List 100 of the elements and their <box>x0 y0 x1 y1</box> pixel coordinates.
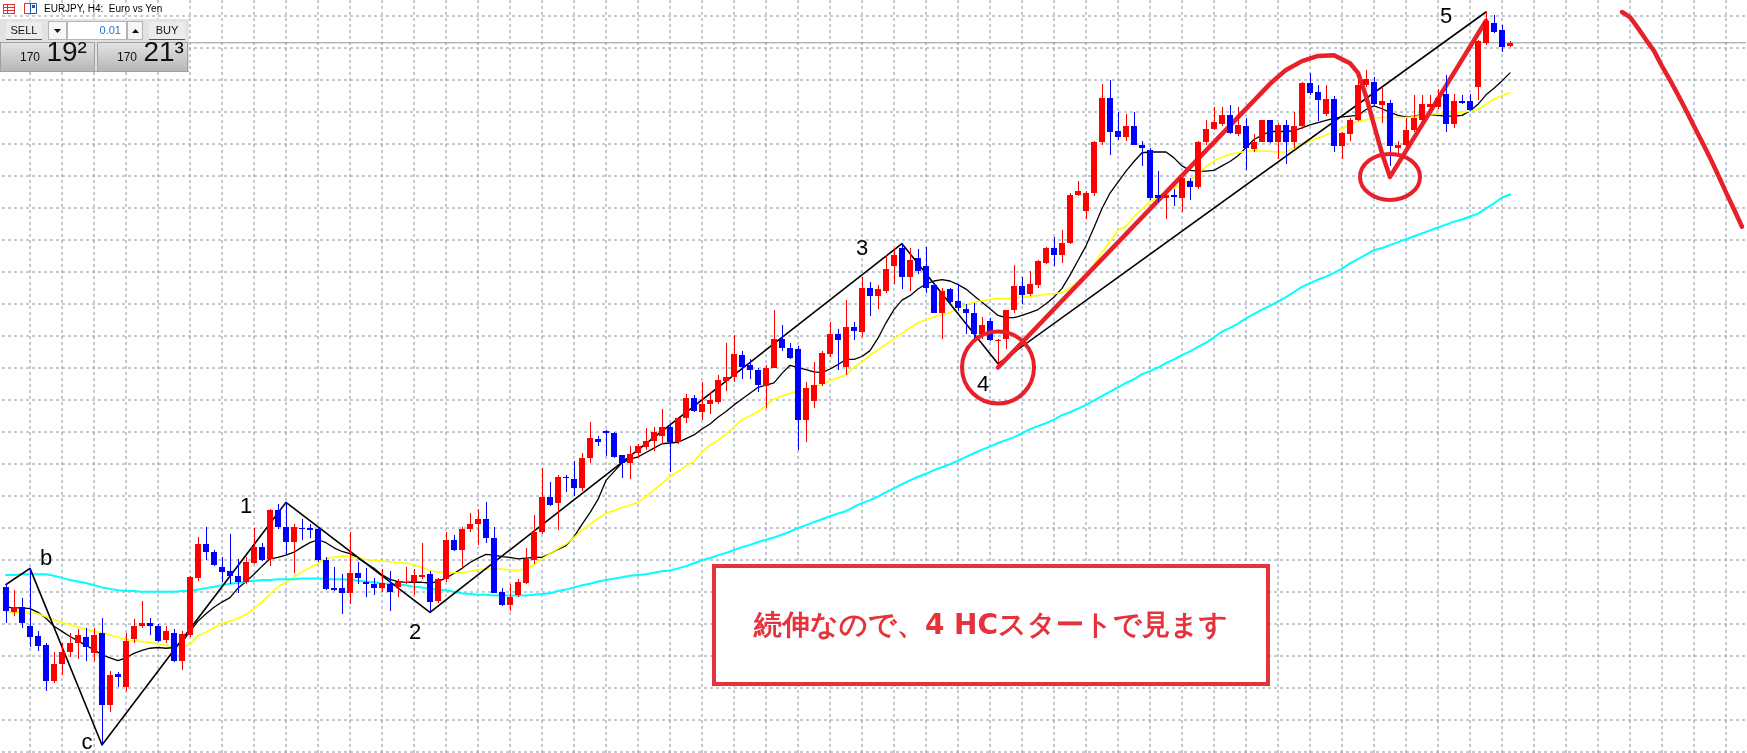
candlestick <box>299 518 305 541</box>
annotation: 4 <box>976 370 990 396</box>
candlestick <box>587 421 593 464</box>
candlestick <box>923 246 929 294</box>
candlestick <box>251 527 257 565</box>
candlestick <box>1491 14 1497 34</box>
candlestick <box>283 501 289 555</box>
candlestick <box>483 501 489 544</box>
candlestick <box>155 623 161 643</box>
candlestick <box>571 460 577 497</box>
annotation: 2 <box>408 618 422 644</box>
candlestick <box>1219 106 1225 127</box>
candlestick <box>883 254 889 294</box>
candlestick <box>1499 24 1505 53</box>
candlestick <box>667 422 673 473</box>
annotation: 5 <box>1439 2 1453 28</box>
candlestick <box>867 281 873 317</box>
candlestick <box>59 642 65 676</box>
candlestick <box>739 350 745 379</box>
candlestick <box>1251 133 1257 153</box>
candlestick <box>339 573 345 615</box>
candlestick <box>243 556 249 585</box>
candlestick <box>939 287 945 340</box>
text-box: 続伸なので、4 HCスタートで見ます <box>712 564 1270 686</box>
candlestick <box>75 628 81 660</box>
price-box: 170 19² <box>0 42 95 72</box>
candlestick <box>1339 131 1345 160</box>
candlestick <box>35 630 41 652</box>
candlestick <box>51 651 57 684</box>
candlestick <box>1115 111 1121 141</box>
candlestick <box>459 526 465 569</box>
candlestick <box>1451 93 1457 129</box>
candlestick <box>1283 119 1289 165</box>
candlestick <box>1083 190 1089 220</box>
candlestick <box>1059 229 1065 264</box>
candlestick <box>507 583 513 612</box>
buy-button: BUY <box>149 22 185 40</box>
price-box: 170 21³ <box>97 42 188 72</box>
candlestick <box>227 533 233 585</box>
candlestick <box>915 248 921 275</box>
candlestick <box>3 583 9 624</box>
annotation: 1 <box>239 492 253 518</box>
candlestick <box>1203 119 1209 146</box>
candlestick <box>779 324 785 352</box>
candlestick <box>1211 106 1217 131</box>
candlestick <box>291 523 297 574</box>
candlestick <box>827 321 833 358</box>
candlestick <box>963 303 969 335</box>
candlestick <box>1227 104 1233 135</box>
candlestick <box>1027 270 1033 297</box>
candlestick <box>723 342 729 392</box>
candlestick <box>1371 76 1377 106</box>
candlestick <box>27 567 33 648</box>
sell-button: SELL <box>6 22 42 40</box>
candlestick <box>379 568 385 593</box>
candlestick <box>643 427 649 451</box>
candlestick <box>811 361 817 409</box>
candlestick <box>1291 111 1297 149</box>
candlestick <box>419 542 425 580</box>
candlestick <box>1019 276 1025 305</box>
candlestick <box>331 566 337 592</box>
candlestick <box>699 381 705 421</box>
candlestick <box>131 618 137 644</box>
candlestick <box>1379 87 1385 124</box>
annotation: c <box>81 728 93 753</box>
candlestick <box>731 334 737 383</box>
candlestick <box>1123 113 1129 142</box>
candlestick <box>1315 84 1321 122</box>
candlestick <box>1187 177 1193 201</box>
chart-title: EURJPY, H4: Euro vs Yen <box>44 2 163 15</box>
annotation: 3 <box>855 234 869 260</box>
candlestick <box>1323 84 1329 117</box>
candlestick <box>891 247 897 285</box>
candlestick <box>67 632 73 658</box>
candlestick <box>755 367 761 393</box>
candlestick <box>1179 176 1185 213</box>
candlestick <box>1131 111 1137 146</box>
lot-field: 0.01 <box>67 21 127 40</box>
candlestick <box>707 391 713 415</box>
candlestick <box>1235 106 1241 137</box>
candlestick <box>219 556 225 583</box>
candlestick <box>955 283 961 312</box>
candlestick <box>387 570 393 612</box>
candlestick <box>1275 122 1281 160</box>
candlestick <box>363 567 369 598</box>
candlestick <box>659 408 665 445</box>
candlestick <box>355 561 361 585</box>
candlestick <box>715 374 721 405</box>
candlestick <box>907 247 913 292</box>
candlestick <box>547 481 553 507</box>
candlestick <box>275 503 281 530</box>
candlestick <box>1171 188 1177 207</box>
candlestick <box>1347 117 1353 142</box>
candlestick <box>763 364 769 409</box>
candlestick <box>875 284 881 310</box>
candlestick <box>627 445 633 480</box>
candlestick <box>1435 88 1441 110</box>
candlestick <box>1483 11 1489 46</box>
annotation: b <box>39 544 53 570</box>
candlestick <box>203 526 209 561</box>
